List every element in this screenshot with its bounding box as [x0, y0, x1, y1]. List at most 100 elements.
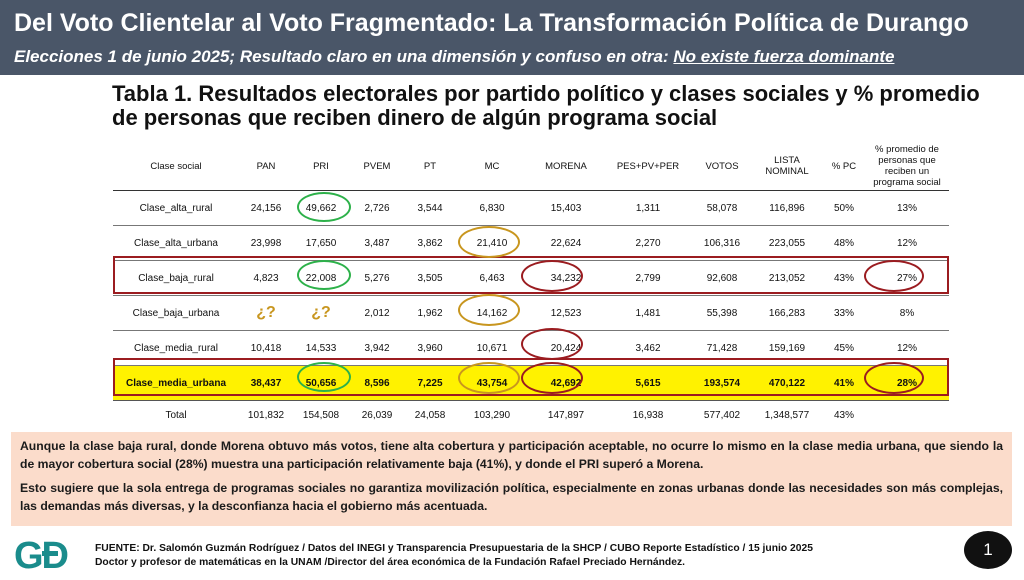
table-cell: 14,533	[293, 330, 349, 366]
col-header: PRI	[293, 142, 349, 191]
table-cell: 101,832	[239, 400, 293, 429]
table-cell: 34,232	[529, 260, 603, 296]
logo-lettering: GD	[14, 535, 68, 574]
table-total-row: Total 101,832 154,508 26,039 24,058 103,…	[113, 400, 949, 429]
table-cell: 2,270	[603, 225, 693, 261]
table-cell: 58,078	[693, 190, 751, 226]
table-cell: 43%	[823, 400, 865, 429]
col-header: PT	[405, 142, 455, 191]
subtitle-text: Elecciones 1 de junio 2025; Resultado cl…	[14, 47, 674, 66]
table-cell: 23,998	[239, 225, 293, 261]
table-cell: 470,122	[751, 365, 823, 401]
table-cell: 15,403	[529, 190, 603, 226]
table-cell: 193,574	[693, 365, 751, 401]
table-cell: 10,418	[239, 330, 293, 366]
col-header: % PC	[823, 142, 865, 191]
gd-logo: GD	[14, 535, 70, 574]
table-cell: 12%	[865, 330, 949, 366]
subtitle-emphasis: No existe fuerza dominante	[673, 47, 895, 66]
title-banner: Del Voto Clientelar al Voto Fragmentado:…	[0, 0, 1024, 75]
table-cell: 1,962	[405, 295, 455, 331]
table-cell: 45%	[823, 330, 865, 366]
table-cell: 2,726	[349, 190, 405, 226]
table-cell: 2,012	[349, 295, 405, 331]
table-cell: 106,316	[693, 225, 751, 261]
table-cell: 1,311	[603, 190, 693, 226]
table-cell: 22,624	[529, 225, 603, 261]
table-cell: 154,508	[293, 400, 349, 429]
class-cell: Clase_baja_rural	[113, 260, 239, 296]
table-row: Clase_baja_urbana ¿? ¿? 2,012 1,962 14,1…	[113, 295, 949, 331]
table-cell: 3,505	[405, 260, 455, 296]
table-cell: 71,428	[693, 330, 751, 366]
table-cell	[865, 400, 949, 429]
table-cell: 14,162	[455, 295, 529, 331]
table-cell: 8,596	[349, 365, 405, 401]
slide-subtitle: Elecciones 1 de junio 2025; Resultado cl…	[14, 47, 894, 67]
table-cell: 13%	[865, 190, 949, 226]
table-cell: 55,398	[693, 295, 751, 331]
commentary-paragraph: Aunque la clase baja rural, donde Morena…	[20, 439, 1003, 471]
table-cell: 147,897	[529, 400, 603, 429]
table-cell: 3,487	[349, 225, 405, 261]
commentary-paragraph: Esto sugiere que la sola entrega de prog…	[20, 481, 1003, 513]
class-cell: Clase_alta_rural	[113, 190, 239, 226]
class-cell: Clase_alta_urbana	[113, 225, 239, 261]
table-cell: 1,481	[603, 295, 693, 331]
table-cell: 5,615	[603, 365, 693, 401]
col-header: % promedio de personas que reciben un pr…	[865, 142, 949, 191]
col-header: PVEM	[349, 142, 405, 191]
table-row-highlighted: Clase_media_urbana 38,437 50,656 8,596 7…	[113, 365, 949, 401]
table-cell: 33%	[823, 295, 865, 331]
table-cell: 49,662	[293, 190, 349, 226]
results-table: Clase social PAN PRI PVEM PT MC MORENA P…	[113, 142, 949, 429]
table-cell: 12,523	[529, 295, 603, 331]
table-cell: 48%	[823, 225, 865, 261]
commentary-box: Aunque la clase baja rural, donde Morena…	[11, 432, 1012, 526]
table-cell: 41%	[823, 365, 865, 401]
col-header: PAN	[239, 142, 293, 191]
col-header: LISTA NOMINAL	[751, 142, 823, 191]
table-cell: 27%	[865, 260, 949, 296]
table-cell: 3,960	[405, 330, 455, 366]
table-cell: 50,656	[293, 365, 349, 401]
source-line: FUENTE: Dr. Salomón Guzmán Rodríguez / D…	[95, 543, 813, 554]
table-cell: 103,290	[455, 400, 529, 429]
table-cell: 8%	[865, 295, 949, 331]
table-cell: 3,862	[405, 225, 455, 261]
col-header: MC	[455, 142, 529, 191]
table-row: Clase_media_rural 10,418 14,533 3,942 3,…	[113, 330, 949, 366]
col-header: Clase social	[113, 142, 239, 191]
class-cell: Clase_baja_urbana	[113, 295, 239, 331]
source-credit: FUENTE: Dr. Salomón Guzmán Rodríguez / D…	[95, 542, 813, 570]
table-cell: 24,156	[239, 190, 293, 226]
table-title: Tabla 1. Resultados electorales por part…	[112, 81, 980, 130]
table-cell: 159,169	[751, 330, 823, 366]
table-cell: 3,942	[349, 330, 405, 366]
col-header: PES+PV+PER	[603, 142, 693, 191]
table-cell: 38,437	[239, 365, 293, 401]
class-cell: Clase_media_urbana	[113, 365, 239, 401]
table-cell: 92,608	[693, 260, 751, 296]
author-line: Doctor y profesor de matemáticas en la U…	[95, 557, 685, 568]
table-cell: 21,410	[455, 225, 529, 261]
table-cell: 6,830	[455, 190, 529, 226]
table-cell: 3,462	[603, 330, 693, 366]
table-cell: 43%	[823, 260, 865, 296]
table-cell: 116,896	[751, 190, 823, 226]
table-cell: 10,671	[455, 330, 529, 366]
table-cell: 43,754	[455, 365, 529, 401]
table-cell: 50%	[823, 190, 865, 226]
table-cell: ¿?	[239, 295, 293, 331]
page-number: 1	[964, 531, 1012, 569]
table-cell: 16,938	[603, 400, 693, 429]
table-cell: 213,052	[751, 260, 823, 296]
table-cell: 1,348,577	[751, 400, 823, 429]
table-cell: 28%	[865, 365, 949, 401]
table-cell: 166,283	[751, 295, 823, 331]
table-cell: 4,823	[239, 260, 293, 296]
table-cell: 26,039	[349, 400, 405, 429]
class-cell: Clase_media_rural	[113, 330, 239, 366]
table-header-row: Clase social PAN PRI PVEM PT MC MORENA P…	[113, 142, 949, 191]
table-row: Clase_baja_rural 4,823 22,008 5,276 3,50…	[113, 260, 949, 296]
